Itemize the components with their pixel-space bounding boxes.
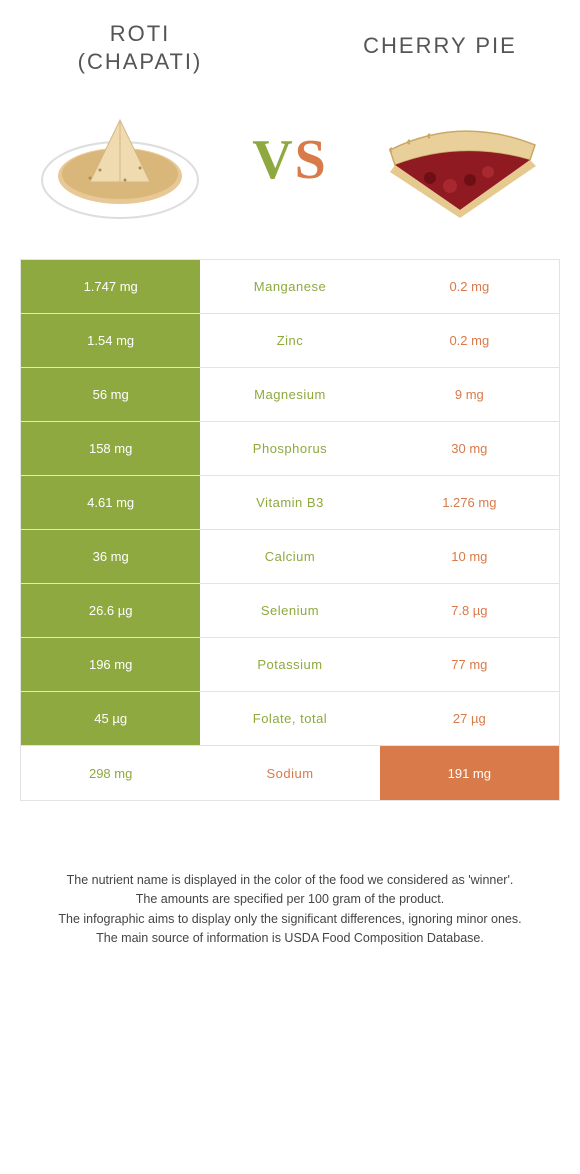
left-value: 1.747 mg [21,260,200,313]
nutrient-row: 196 mgPotassium77 mg [21,638,559,692]
left-food-title: Roti (Chapati) [40,20,240,75]
nutrient-name: Folate, total [200,692,379,745]
right-value: 191 mg [380,746,559,800]
nutrient-row: 45 µgFolate, total27 µg [21,692,559,746]
footer-line-1: The nutrient name is displayed in the co… [28,871,552,890]
nutrient-name: Calcium [200,530,379,583]
left-value: 298 mg [21,746,200,800]
left-value: 36 mg [21,530,200,583]
nutrient-name: Vitamin B3 [200,476,379,529]
images-row: VS [0,85,580,259]
nutrient-row: 56 mgMagnesium9 mg [21,368,559,422]
nutrient-row: 158 mgPhosphorus30 mg [21,422,559,476]
nutrient-name: Magnesium [200,368,379,421]
right-value: 7.8 µg [380,584,559,637]
nutrient-name: Zinc [200,314,379,367]
footer-notes: The nutrient name is displayed in the co… [0,871,580,949]
left-title-line1: Roti [40,20,240,48]
nutrient-name: Sodium [200,746,379,800]
right-value: 0.2 mg [380,260,559,313]
nutrient-name: Manganese [200,260,379,313]
nutrient-row: 298 mgSodium191 mg [21,746,559,800]
right-value: 9 mg [380,368,559,421]
right-value: 0.2 mg [380,314,559,367]
footer-line-2: The amounts are specified per 100 gram o… [28,890,552,909]
right-food-title: Cherry pie [340,32,540,60]
nutrient-name: Potassium [200,638,379,691]
right-value: 10 mg [380,530,559,583]
left-value: 45 µg [21,692,200,745]
cherry-pie-icon [360,85,560,235]
roti-icon [20,85,220,235]
left-value: 4.61 mg [21,476,200,529]
nutrient-table: 1.747 mgManganese0.2 mg1.54 mgZinc0.2 mg… [20,259,560,801]
vs-badge: VS [252,128,328,192]
right-value: 1.276 mg [380,476,559,529]
left-value: 26.6 µg [21,584,200,637]
left-value: 196 mg [21,638,200,691]
right-value: 30 mg [380,422,559,475]
right-value: 27 µg [380,692,559,745]
vs-v-letter: V [252,129,294,191]
nutrient-row: 4.61 mgVitamin B31.276 mg [21,476,559,530]
right-value: 77 mg [380,638,559,691]
footer-line-4: The main source of information is USDA F… [28,929,552,948]
nutrient-name: Selenium [200,584,379,637]
footer-line-3: The infographic aims to display only the… [28,910,552,929]
nutrient-name: Phosphorus [200,422,379,475]
left-value: 56 mg [21,368,200,421]
vs-s-letter: S [295,129,328,191]
header: Roti (Chapati) Cherry pie [0,0,580,85]
nutrient-row: 1.747 mgManganese0.2 mg [21,260,559,314]
nutrient-row: 26.6 µgSelenium7.8 µg [21,584,559,638]
left-title-line2: (Chapati) [40,48,240,76]
nutrient-row: 1.54 mgZinc0.2 mg [21,314,559,368]
nutrient-row: 36 mgCalcium10 mg [21,530,559,584]
left-value: 158 mg [21,422,200,475]
left-value: 1.54 mg [21,314,200,367]
